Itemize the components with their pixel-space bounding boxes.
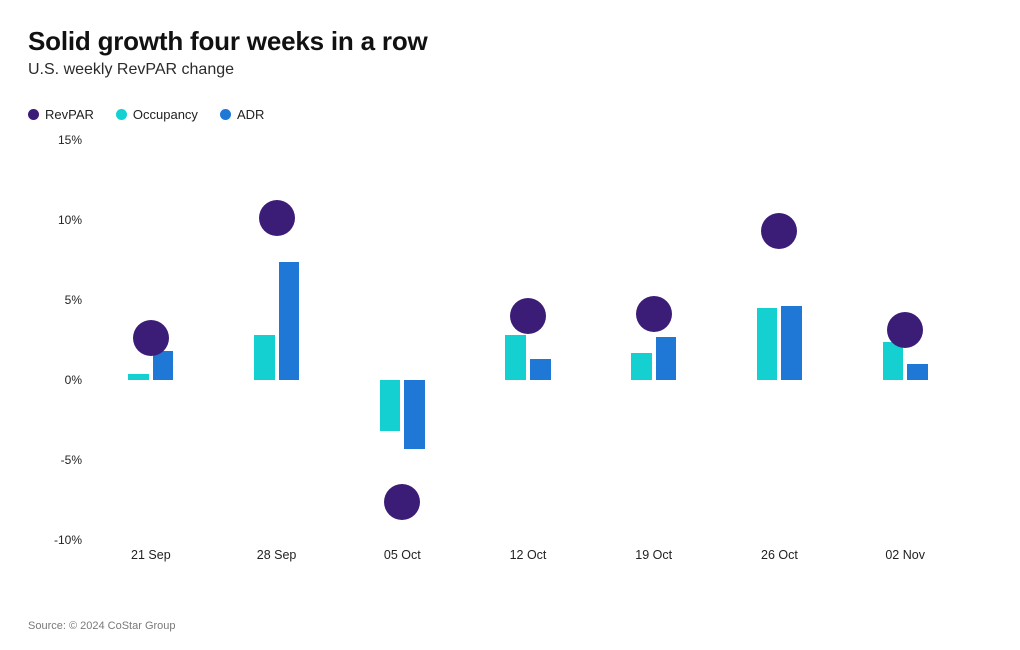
x-tick-label: 21 Sep [131, 540, 171, 562]
dot-revpar [133, 320, 169, 356]
legend-label-adr: ADR [237, 107, 264, 122]
bar-occupancy [254, 335, 275, 380]
x-tick-label: 19 Oct [635, 540, 672, 562]
y-tick-label: -5% [61, 453, 88, 467]
x-tick-label: 02 Nov [885, 540, 925, 562]
occupancy-swatch [116, 109, 127, 120]
y-tick-label: 5% [65, 293, 88, 307]
dot-revpar [887, 312, 923, 348]
y-tick-label: -10% [54, 533, 88, 547]
x-tick-label: 26 Oct [761, 540, 798, 562]
dot-revpar [636, 296, 672, 332]
y-tick-label: 0% [65, 373, 88, 387]
bar-adr [781, 306, 802, 380]
adr-swatch [220, 109, 231, 120]
legend: RevPAR Occupancy ADR [28, 107, 992, 122]
bar-adr [530, 359, 551, 380]
bar-occupancy [631, 353, 652, 380]
bar-occupancy [128, 374, 149, 380]
bar-adr [907, 364, 928, 380]
source-text: Source: © 2024 CoStar Group [28, 620, 176, 632]
x-tick-label: 05 Oct [384, 540, 421, 562]
legend-item-revpar: RevPAR [28, 107, 94, 122]
bar-occupancy [757, 308, 778, 380]
x-tick-label: 12 Oct [510, 540, 547, 562]
bar-adr [404, 380, 425, 449]
dot-revpar [761, 213, 797, 249]
legend-label-occupancy: Occupancy [133, 107, 198, 122]
legend-label-revpar: RevPAR [45, 107, 94, 122]
dot-revpar [259, 200, 295, 236]
bar-adr [656, 337, 677, 380]
chart-title: Solid growth four weeks in a row [28, 26, 992, 57]
dot-revpar [384, 484, 420, 520]
bar-adr [279, 262, 300, 380]
legend-item-occupancy: Occupancy [116, 107, 198, 122]
chart-area: -10%-5%0%5%10%15%21 Sep28 Sep05 Oct12 Oc… [28, 140, 988, 570]
chart-container: Solid growth four weeks in a row U.S. we… [0, 0, 1020, 650]
bar-occupancy [380, 380, 401, 431]
y-tick-label: 15% [58, 133, 88, 147]
revpar-swatch [28, 109, 39, 120]
chart-subtitle: U.S. weekly RevPAR change [28, 61, 992, 79]
bar-occupancy [505, 335, 526, 380]
plot-area: -10%-5%0%5%10%15%21 Sep28 Sep05 Oct12 Oc… [88, 140, 968, 540]
legend-item-adr: ADR [220, 107, 264, 122]
y-tick-label: 10% [58, 213, 88, 227]
dot-revpar [510, 298, 546, 334]
x-tick-label: 28 Sep [257, 540, 297, 562]
